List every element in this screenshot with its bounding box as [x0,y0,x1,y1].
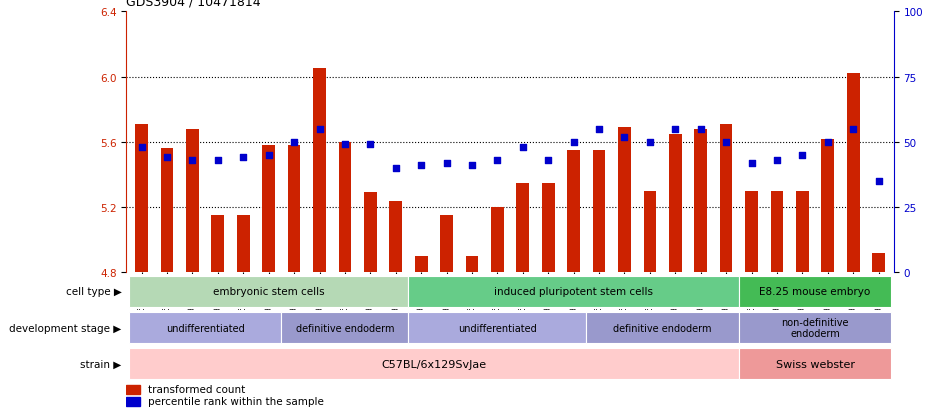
Text: definitive endoderm: definitive endoderm [613,323,712,333]
Bar [739,312,891,344]
Text: cell type ▶: cell type ▶ [66,287,122,297]
Bar [237,216,250,273]
Bar [695,130,707,273]
Bar [126,397,140,406]
Bar [408,312,586,344]
Bar [262,146,275,273]
Point [541,157,556,164]
Bar [517,183,529,273]
Text: definitive endoderm: definitive endoderm [296,323,394,333]
Text: induced pluripotent stem cells: induced pluripotent stem cells [494,287,653,297]
Point [236,155,251,161]
Point [414,163,429,169]
Point [694,126,709,133]
Point [617,134,632,140]
Text: development stage ▶: development stage ▶ [9,323,122,333]
Point [363,142,378,148]
Point [439,160,454,166]
Text: E8.25 mouse embryo: E8.25 mouse embryo [759,287,870,297]
Bar [314,69,326,273]
Text: transformed count: transformed count [148,384,245,394]
Bar [644,191,656,273]
Bar [465,256,478,273]
Bar [872,253,885,273]
Point [667,126,682,133]
Bar [129,276,408,308]
Text: undifferentiated: undifferentiated [166,323,244,333]
Text: percentile rank within the sample: percentile rank within the sample [148,396,324,406]
Bar [586,312,739,344]
Bar [126,385,140,394]
Bar [739,276,891,308]
Text: C57BL/6x129SvJae: C57BL/6x129SvJae [381,358,487,369]
Point [820,139,835,146]
Bar [567,151,580,273]
Text: strain ▶: strain ▶ [80,358,122,369]
Bar [287,146,300,273]
Point [871,178,886,185]
Point [159,155,174,161]
Bar [408,276,739,308]
Point [464,163,479,169]
Bar [618,128,631,273]
Bar [847,74,859,273]
Point [566,139,581,146]
Point [211,157,226,164]
Text: non-definitive
endoderm: non-definitive endoderm [782,317,849,339]
Bar [282,312,408,344]
Point [286,139,301,146]
Bar [415,256,428,273]
Point [338,142,353,148]
Text: GDS3904 / 10471814: GDS3904 / 10471814 [126,0,261,8]
Bar [720,125,733,273]
Point [261,152,276,159]
Text: embryonic stem cells: embryonic stem cells [212,287,325,297]
Bar [212,216,225,273]
Bar [491,207,504,273]
Bar [186,130,198,273]
Point [388,165,403,172]
Bar [129,348,739,380]
Bar [822,139,834,273]
Point [846,126,861,133]
Point [592,126,607,133]
Point [795,152,810,159]
Point [516,145,531,151]
Bar [592,151,606,273]
Bar [364,193,376,273]
Point [312,126,327,133]
Point [134,145,149,151]
Point [719,139,734,146]
Bar [389,201,402,273]
Bar [770,191,783,273]
Bar [669,134,681,273]
Point [769,157,784,164]
Bar [136,125,148,273]
Bar [796,191,809,273]
Point [185,157,200,164]
Text: undifferentiated: undifferentiated [458,323,536,333]
Text: Swiss webster: Swiss webster [776,358,855,369]
Bar [739,348,891,380]
Bar [440,216,453,273]
Bar [339,142,351,273]
Point [490,157,505,164]
Bar [129,312,282,344]
Point [744,160,759,166]
Point [642,139,657,146]
Bar [161,149,173,273]
Bar [542,183,555,273]
Bar [745,191,758,273]
